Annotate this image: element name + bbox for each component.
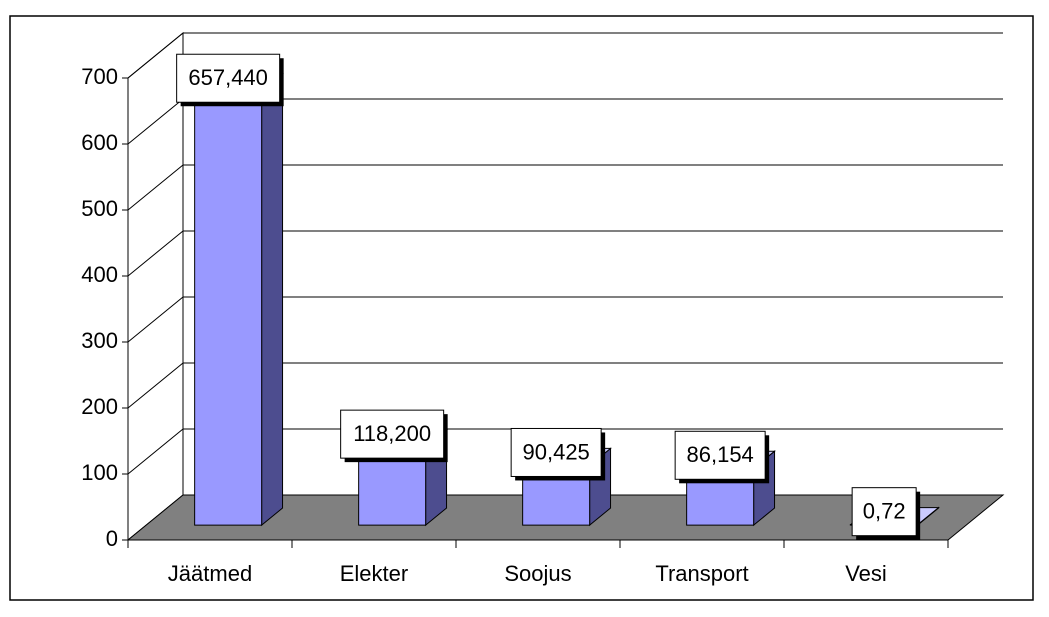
value-label: 118,200 [353, 421, 431, 446]
x-tick-label: Elekter [340, 561, 408, 586]
y-tick-label: 100 [81, 460, 118, 485]
x-tick-label: Soojus [504, 561, 571, 586]
bar-side [262, 74, 283, 525]
left-wall [128, 33, 183, 540]
value-label: 657,440 [188, 65, 268, 90]
y-tick-label: 700 [81, 64, 118, 89]
y-tick-label: 600 [81, 130, 118, 155]
y-tick-label: 400 [81, 262, 118, 287]
bar [195, 91, 262, 525]
y-tick-label: 200 [81, 394, 118, 419]
x-tick-label: Transport [655, 561, 748, 586]
x-tick-label: Vesi [845, 561, 887, 586]
y-tick-label: 500 [81, 196, 118, 221]
value-label: 90,425 [523, 439, 590, 464]
y-tick-label: 0 [106, 526, 118, 551]
y-tick-label: 300 [81, 328, 118, 353]
x-tick-label: Jäätmed [168, 561, 252, 586]
value-label: 86,154 [687, 442, 754, 467]
value-label: 0,72 [863, 498, 906, 523]
